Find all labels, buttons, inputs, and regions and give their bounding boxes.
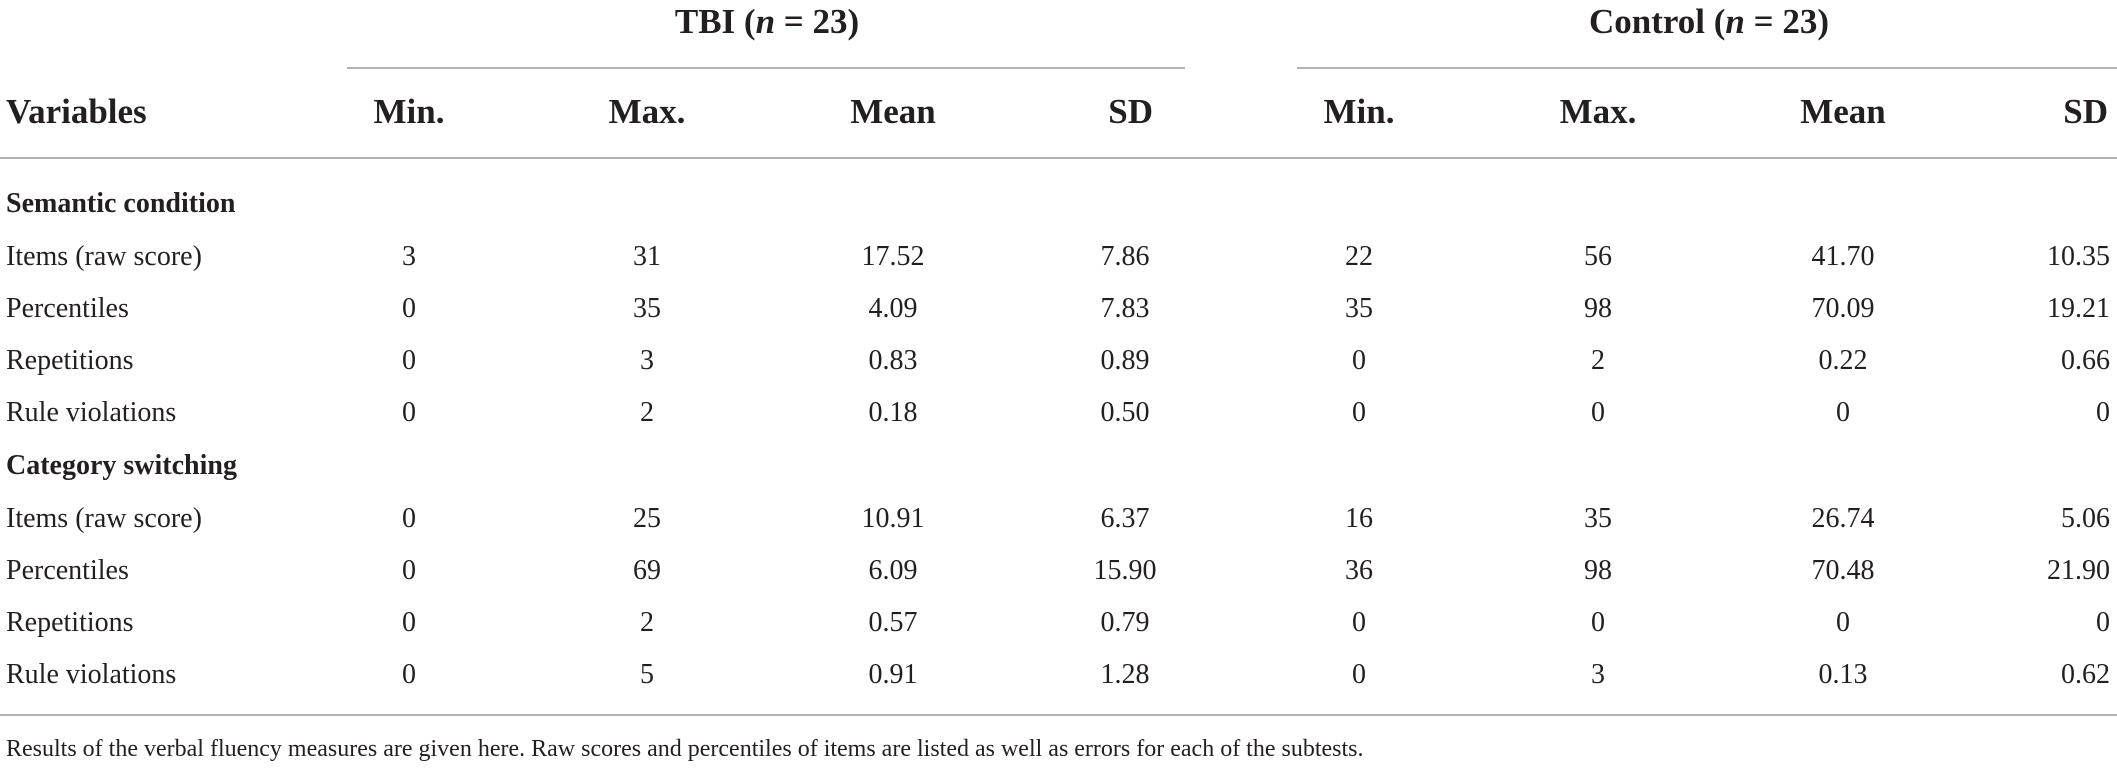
- cell: 0: [402, 607, 416, 638]
- header-control-min: Min.: [1323, 92, 1395, 131]
- cell: 0: [1591, 397, 1605, 428]
- row-label: Percentiles: [6, 555, 129, 586]
- row-label: Percentiles: [6, 293, 129, 324]
- cell: 0: [2096, 397, 2110, 428]
- cell: 0: [402, 345, 416, 376]
- cell: 0.89: [1100, 345, 1150, 376]
- header-rule: [0, 157, 2117, 159]
- header-variables: Variables: [6, 92, 147, 131]
- cell: 22: [1345, 241, 1373, 272]
- cell: 98: [1584, 293, 1612, 324]
- cell: 0: [1352, 607, 1366, 638]
- cell: 0.50: [1100, 397, 1150, 428]
- cell: 16: [1345, 503, 1373, 534]
- row-label: Rule violations: [6, 659, 177, 690]
- cell: 69: [633, 555, 661, 586]
- cell: 70.48: [1811, 555, 1875, 586]
- cell: 0.57: [868, 607, 918, 638]
- cell: 7.83: [1100, 293, 1150, 324]
- cell: 56: [1584, 241, 1612, 272]
- row-label: Repetitions: [6, 607, 134, 638]
- cell: 2: [1591, 345, 1605, 376]
- cell: 2: [640, 397, 654, 428]
- cell: 0: [1352, 397, 1366, 428]
- cell: 36: [1345, 555, 1373, 586]
- cell: 0: [1836, 397, 1850, 428]
- cell: 35: [633, 293, 661, 324]
- cell: 41.70: [1811, 241, 1875, 272]
- cell: 0: [402, 659, 416, 690]
- group-rule-control: [1297, 67, 2117, 69]
- cell: 0.22: [1818, 345, 1868, 376]
- cell: 10.91: [861, 503, 925, 534]
- cell: 0: [2096, 607, 2110, 638]
- cell: 0: [1352, 345, 1366, 376]
- group-title-control: Control (n = 23): [1588, 2, 1830, 41]
- cell: 26.74: [1811, 503, 1875, 534]
- group-title-tbi: TBI (n = 23): [674, 2, 860, 41]
- cell: 0: [1591, 607, 1605, 638]
- cell: 0: [402, 555, 416, 586]
- group-rule-tbi: [347, 67, 1185, 69]
- section-title: Category switching: [6, 450, 237, 481]
- cell: 3: [1591, 659, 1605, 690]
- header-control-mean: Mean: [1800, 92, 1886, 131]
- cell: 4.09: [868, 293, 918, 324]
- row-label: Rule violations: [6, 397, 177, 428]
- header-tbi-min: Min.: [373, 92, 445, 131]
- cell: 0.83: [868, 345, 918, 376]
- cell: 0: [402, 503, 416, 534]
- cell: 5: [640, 659, 654, 690]
- header-tbi-sd: SD: [1108, 92, 1153, 131]
- cell: 5.06: [2061, 503, 2110, 534]
- header-tbi-mean: Mean: [850, 92, 936, 131]
- cell: 98: [1584, 555, 1612, 586]
- cell: 6.09: [868, 555, 918, 586]
- cell: 0.13: [1818, 659, 1868, 690]
- cell: 6.37: [1100, 503, 1150, 534]
- row-label: Repetitions: [6, 345, 134, 376]
- row-label: Items (raw score): [6, 241, 202, 272]
- table-footnote: Results of the verbal fluency measures a…: [6, 736, 1364, 762]
- header-control-max: Max.: [1559, 92, 1637, 131]
- cell: 17.52: [861, 241, 925, 272]
- cell: 0.18: [868, 397, 918, 428]
- cell: 15.90: [1093, 555, 1157, 586]
- table-bottom-rule: [0, 714, 2117, 716]
- cell: 0.91: [868, 659, 918, 690]
- cell: 35: [1584, 503, 1612, 534]
- cell: 0: [402, 293, 416, 324]
- cell: 10.35: [2047, 241, 2110, 272]
- cell: 31: [633, 241, 661, 272]
- cell: 25: [633, 503, 661, 534]
- cell: 0: [1352, 659, 1366, 690]
- cell: 70.09: [1811, 293, 1875, 324]
- header-control-sd: SD: [2063, 92, 2108, 131]
- cell: 35: [1345, 293, 1373, 324]
- cell: 7.86: [1100, 241, 1150, 272]
- cell: 2: [640, 607, 654, 638]
- cell: 0.79: [1100, 607, 1150, 638]
- cell: 21.90: [2047, 555, 2110, 586]
- cell: 1.28: [1100, 659, 1150, 690]
- cell: 0: [402, 397, 416, 428]
- row-label: Items (raw score): [6, 503, 202, 534]
- cell: 0: [1836, 607, 1850, 638]
- cell: 3: [640, 345, 654, 376]
- cell: 3: [402, 241, 416, 272]
- header-tbi-max: Max.: [608, 92, 686, 131]
- cell: 19.21: [2047, 293, 2110, 324]
- section-title: Semantic condition: [6, 188, 236, 219]
- cell: 0.62: [2061, 659, 2110, 690]
- cell: 0.66: [2061, 345, 2110, 376]
